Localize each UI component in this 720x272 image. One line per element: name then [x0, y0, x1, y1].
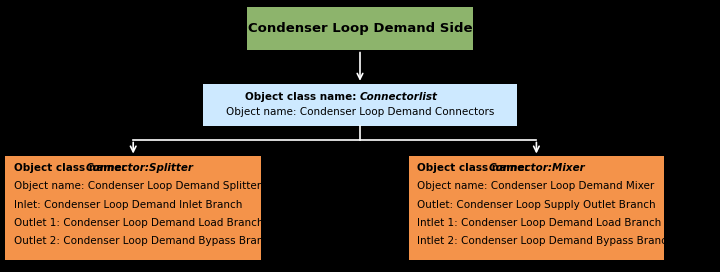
Text: Condenser Loop Demand Side: Condenser Loop Demand Side [248, 22, 472, 35]
Text: Object class name: Connectorlist: Object class name: Connectorlist [263, 92, 457, 102]
Text: Intlet 1: Condenser Loop Demand Load Branch: Intlet 1: Condenser Loop Demand Load Bra… [418, 218, 662, 228]
Text: Object class name:: Object class name: [14, 163, 129, 173]
Text: Object name: Condenser Loop Demand Splitter: Object name: Condenser Loop Demand Split… [14, 181, 261, 191]
Text: Object name: Condenser Loop Demand Mixer: Object name: Condenser Loop Demand Mixer [418, 181, 654, 191]
Text: Inlet: Condenser Loop Demand Inlet Branch: Inlet: Condenser Loop Demand Inlet Branc… [14, 200, 243, 210]
Text: Connectorlist: Connectorlist [360, 92, 438, 102]
FancyBboxPatch shape [246, 8, 474, 50]
Text: Object class name:: Object class name: [418, 163, 532, 173]
Text: Outlet 1: Condenser Loop Demand Load Branch: Outlet 1: Condenser Loop Demand Load Bra… [14, 218, 264, 228]
Text: Intlet 2: Condenser Loop Demand Bypass Branch: Intlet 2: Condenser Loop Demand Bypass B… [418, 236, 674, 246]
FancyBboxPatch shape [203, 84, 517, 126]
FancyBboxPatch shape [409, 156, 665, 260]
Text: Outlet: Condenser Loop Supply Outlet Branch: Outlet: Condenser Loop Supply Outlet Bra… [418, 200, 656, 210]
FancyBboxPatch shape [6, 156, 261, 260]
Text: Outlet 2: Condenser Loop Demand Bypass Branch: Outlet 2: Condenser Loop Demand Bypass B… [14, 236, 276, 246]
Text: Object name: Condenser Loop Demand Connectors: Object name: Condenser Loop Demand Conne… [226, 107, 494, 117]
Text: Object class name:: Object class name: [245, 92, 360, 102]
Text: Connector:Mixer: Connector:Mixer [488, 163, 585, 173]
Text: Connector:Splitter: Connector:Splitter [85, 163, 193, 173]
